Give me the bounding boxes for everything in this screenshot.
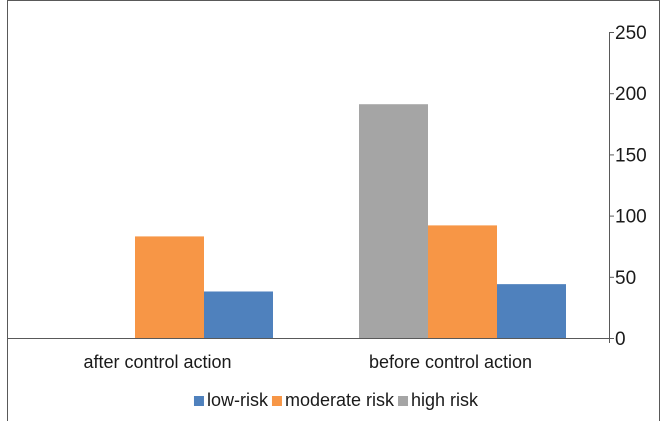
x-category-label-1: before control action — [369, 352, 532, 372]
bar-moderate-risk-before-control-action — [428, 225, 497, 338]
legend: low-risk moderate risk high risk — [193, 390, 479, 410]
bar-low-risk-before-control-action — [497, 284, 566, 338]
legend-label-moderate-risk: moderate risk — [285, 390, 395, 410]
y-tick-label-2: 100 — [615, 207, 647, 228]
legend-label-low-risk: low-risk — [207, 390, 269, 410]
legend-swatch-moderate-risk — [271, 396, 282, 406]
y-tick-label-5: 250 — [615, 23, 647, 44]
y-tick-label-3: 150 — [615, 145, 647, 166]
y-axis: 0 50 100 150 200 250 — [609, 23, 647, 350]
legend-swatch-low-risk — [193, 396, 204, 406]
x-axis: after control action before control actio… — [83, 352, 532, 372]
bar-low-risk-after-control-action — [204, 291, 273, 338]
bars-layer — [135, 104, 566, 338]
legend-label-high-risk: high risk — [411, 390, 479, 410]
bar-moderate-risk-after-control-action — [135, 236, 204, 338]
chart-frame — [7, 0, 660, 421]
y-tick-label-1: 50 — [615, 268, 636, 289]
y-tick-label-0: 0 — [615, 329, 626, 350]
y-tick-label-4: 200 — [615, 84, 647, 105]
legend-swatch-high-risk — [398, 396, 409, 406]
x-category-label-0: after control action — [83, 352, 231, 372]
bar-high-risk-before-control-action — [359, 104, 428, 338]
